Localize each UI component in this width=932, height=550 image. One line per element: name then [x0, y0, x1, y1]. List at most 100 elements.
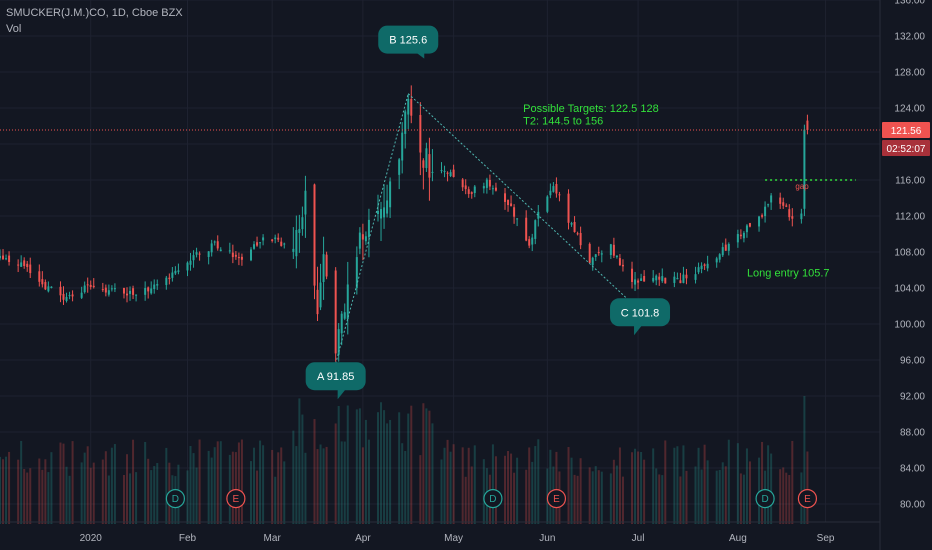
candle-body: [240, 256, 243, 260]
candle-body: [59, 286, 62, 296]
event-circle: [546, 489, 567, 509]
candle-body: [579, 232, 582, 246]
volume-bar: [47, 472, 50, 524]
candle-body: [736, 234, 739, 243]
event-letter: E: [233, 494, 240, 505]
volume-bar: [192, 453, 195, 524]
volume-bar: [658, 474, 661, 524]
price-axis-panel[interactable]: [880, 0, 932, 522]
volume-bar: [700, 469, 703, 524]
candle-body: [147, 287, 150, 292]
volume-bar: [661, 475, 664, 524]
volume-bar: [2, 459, 5, 524]
volume-bar: [643, 459, 646, 524]
volume-bar: [383, 410, 386, 524]
volume-bar: [256, 470, 259, 524]
volume-bar: [745, 448, 748, 524]
candle-body: [724, 244, 727, 251]
candle-body: [742, 232, 745, 239]
candle-body: [549, 190, 552, 196]
candle-body: [552, 186, 555, 192]
candle-body: [652, 277, 655, 282]
volume-bar: [337, 406, 340, 524]
swing-bubble-pointer: [634, 325, 643, 336]
volume-bar: [473, 445, 476, 524]
time-axis[interactable]: 2020 Feb Mar Apr May Jun Jul Aug Sep: [80, 533, 835, 544]
volume-bar: [274, 476, 277, 524]
candle-body: [631, 268, 634, 282]
candle-body: [770, 195, 773, 203]
candle-body: [410, 99, 413, 116]
candle-body: [144, 288, 147, 295]
swing-bubble: [305, 362, 366, 391]
price-tick-label: 96.00: [900, 356, 925, 367]
candle-body: [706, 263, 709, 269]
candle-body: [41, 279, 44, 285]
volume-bar: [534, 446, 537, 524]
volume-bar: [110, 447, 113, 524]
volume-bar: [41, 469, 44, 524]
volume-bar: [676, 446, 679, 524]
candle-body: [440, 170, 443, 172]
candle-body: [195, 252, 198, 255]
volume-bar: [491, 444, 494, 524]
candle-body: [319, 282, 322, 308]
volume-bar: [634, 448, 637, 524]
abc-wave-line: [407, 93, 633, 304]
candle-body: [643, 275, 646, 282]
volume-bar: [576, 475, 579, 524]
candle-body: [597, 252, 600, 254]
candle-body: [165, 277, 168, 285]
price-axis[interactable]: 80.00 84.00 88.00 92.00 96.00 100.00 104.00 108…: [894, 0, 925, 511]
volume-bar: [259, 440, 262, 524]
volume-bar: [298, 398, 301, 524]
price-tick-label: 84.00: [900, 464, 925, 475]
candle-body: [621, 264, 624, 267]
candle-body: [419, 114, 422, 153]
volume-bar: [721, 462, 724, 524]
volume-bar: [283, 461, 286, 524]
candle-body: [761, 215, 764, 217]
candle-body: [682, 274, 685, 283]
volume-bar: [62, 443, 65, 524]
candle-body: [168, 277, 171, 280]
earnings-marker: E: [226, 489, 246, 509]
volume-bar: [277, 452, 280, 524]
volume-bar: [71, 441, 74, 524]
candle-body: [274, 237, 277, 240]
volume-bar: [727, 439, 730, 524]
candle-body: [216, 241, 219, 249]
candle-body: [727, 244, 730, 251]
candle-body: [50, 286, 53, 289]
price-tick-label: 124.00: [894, 104, 925, 115]
volume-bar: [461, 447, 464, 524]
event-letter: D: [172, 494, 179, 505]
candle-body: [758, 216, 761, 227]
time-tick-label: Apr: [355, 533, 371, 544]
candle-body: [71, 294, 74, 297]
volume-bar: [694, 466, 697, 524]
candle-body: [531, 237, 534, 245]
volume-bar: [600, 471, 603, 524]
candle-body: [23, 260, 26, 267]
volume-bar: [594, 466, 597, 524]
candle-body: [485, 179, 488, 188]
candle-body: [129, 290, 132, 294]
last-price-box: [882, 121, 930, 138]
volume-bar: [555, 451, 558, 524]
time-tick-label: Feb: [179, 533, 197, 544]
volume-bar: [126, 454, 129, 524]
volume-bar: [240, 439, 243, 524]
candle-body: [113, 288, 116, 290]
candle-body: [570, 223, 573, 225]
candle-body: [192, 255, 195, 261]
dividend-marker: D: [755, 489, 775, 509]
candle-body: [576, 233, 579, 235]
volume-bar: [380, 402, 383, 524]
candle-body: [210, 243, 213, 253]
price-tick-label: 116.00: [895, 176, 925, 187]
candle-body: [132, 288, 135, 295]
candle-body: [779, 197, 782, 204]
targets-line-2: T2: 144.5 to 156: [523, 116, 603, 128]
